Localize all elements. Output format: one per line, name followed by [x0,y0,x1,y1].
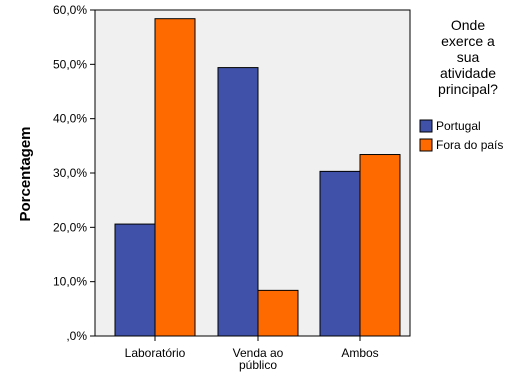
legend-title-line: atividade [440,65,496,81]
legend-swatch-fora-do-pais [419,138,433,152]
bar-fora-do-pais-1 [257,289,299,337]
y-tick-label: 40,0% [53,112,87,126]
y-axis-title: Porcentagem [17,126,34,221]
bar-fora-do-pais-2 [359,154,401,337]
bar-portugal-0 [114,223,156,337]
bar-portugal-1 [217,67,259,337]
legend-title-line: exerce a [441,33,495,49]
y-tick-label: 10,0% [53,275,87,289]
legend-label-fora-do-pais: Fora do país [436,138,503,152]
bar-fora-do-pais-0 [154,18,196,337]
bar-portugal-2 [319,170,361,337]
y-tick-label: 50,0% [53,57,87,71]
y-tick-label: 30,0% [53,166,87,180]
bars-group [114,18,401,337]
y-tick-label: 60,0% [53,3,87,17]
x-tick-label: público [239,358,277,372]
y-tick-label: ,0% [66,329,87,343]
legend-label-portugal: Portugal [436,119,481,133]
x-tick-label: Laboratório [125,346,186,360]
legend-title-line: principal? [438,81,498,97]
legend-title-line: Onde [451,17,485,33]
y-axis: ,0% 10,0% 20,0% 30,0% 40,0% 50,0% 60,0% [53,3,95,343]
legend-title-line: sua [457,49,480,65]
x-tick-label: Ambos [341,346,378,360]
legend-swatch-portugal [419,119,433,133]
x-tick-label: Venda ao [233,346,284,360]
y-tick-label: 20,0% [53,220,87,234]
